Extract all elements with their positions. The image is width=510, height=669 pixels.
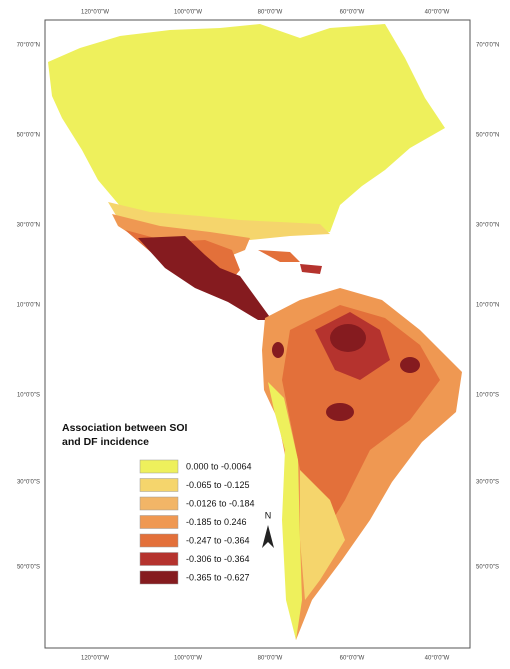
sa-hotspot-east bbox=[400, 357, 420, 373]
lat-label-right: 50°0'0"S bbox=[476, 565, 499, 571]
lon-label-top: 40°0'0"W bbox=[425, 10, 450, 16]
lon-label-top: 120°0'0"W bbox=[81, 10, 109, 16]
lon-label-bottom: 60°0'0"W bbox=[340, 656, 365, 662]
lat-label-right: 30°0'0"N bbox=[476, 223, 499, 229]
mexico-core bbox=[138, 236, 272, 320]
legend-label: -0.247 to -0.364 bbox=[186, 535, 250, 545]
legend-swatch bbox=[139, 459, 179, 474]
sa-west-coast bbox=[268, 382, 302, 640]
lat-label-right: 10°0'0"S bbox=[476, 393, 499, 399]
north-arrow bbox=[262, 525, 274, 548]
hispaniola bbox=[300, 264, 322, 274]
lat-label-right: 10°0'0"N bbox=[476, 303, 499, 309]
lon-label-bottom: 120°0'0"W bbox=[81, 656, 109, 662]
lat-label-left: 10°0'0"N bbox=[17, 303, 40, 309]
lat-label-left: 30°0'0"N bbox=[17, 223, 40, 229]
cuba bbox=[258, 250, 300, 262]
lat-label-right: 50°0'0"N bbox=[476, 133, 499, 139]
legend-label: -0.365 to -0.627 bbox=[186, 572, 250, 582]
legend-title: and DF incidence bbox=[62, 436, 149, 448]
sa-south bbox=[300, 470, 345, 600]
legend-swatch bbox=[139, 533, 179, 548]
legend-swatch bbox=[139, 478, 179, 492]
legend-title: Association between SOI bbox=[62, 422, 188, 434]
north-america bbox=[48, 24, 445, 232]
legend-swatch bbox=[139, 552, 179, 566]
legend-swatch bbox=[139, 515, 179, 529]
lon-label-bottom: 40°0'0"W bbox=[425, 656, 450, 662]
lat-label-left: 50°0'0"S bbox=[17, 565, 40, 571]
legend-label: -0.306 to -0.364 bbox=[186, 554, 250, 564]
legend-label: -0.065 to -0.125 bbox=[186, 480, 250, 490]
lon-label-bottom: 80°0'0"W bbox=[258, 656, 283, 662]
legend-label: -0.0126 to -0.184 bbox=[186, 498, 255, 508]
lat-label-left: 30°0'0"S bbox=[17, 480, 40, 486]
lon-label-bottom: 100°0'0"W bbox=[174, 656, 202, 662]
sa-hotspot-west bbox=[272, 342, 284, 358]
lat-label-left: 10°0'0"S bbox=[17, 393, 40, 399]
lat-label-left: 50°0'0"N bbox=[17, 133, 40, 139]
north-label: N bbox=[265, 510, 272, 520]
sa-hotspot-central bbox=[326, 403, 354, 421]
legend-swatch bbox=[139, 570, 179, 585]
legend-swatch bbox=[139, 496, 179, 511]
legend-label: -0.185 to 0.246 bbox=[186, 517, 247, 527]
legend-label: 0.000 to -0.0064 bbox=[186, 461, 252, 471]
lat-label-left: 70°0'0"N bbox=[17, 43, 40, 49]
lat-label-right: 70°0'0"N bbox=[476, 43, 499, 49]
lon-label-top: 60°0'0"W bbox=[340, 10, 365, 16]
sa-hotspot-north bbox=[330, 324, 366, 352]
lon-label-top: 100°0'0"W bbox=[174, 10, 202, 16]
lon-label-top: 80°0'0"W bbox=[258, 10, 283, 16]
lat-label-right: 30°0'0"S bbox=[476, 480, 499, 486]
